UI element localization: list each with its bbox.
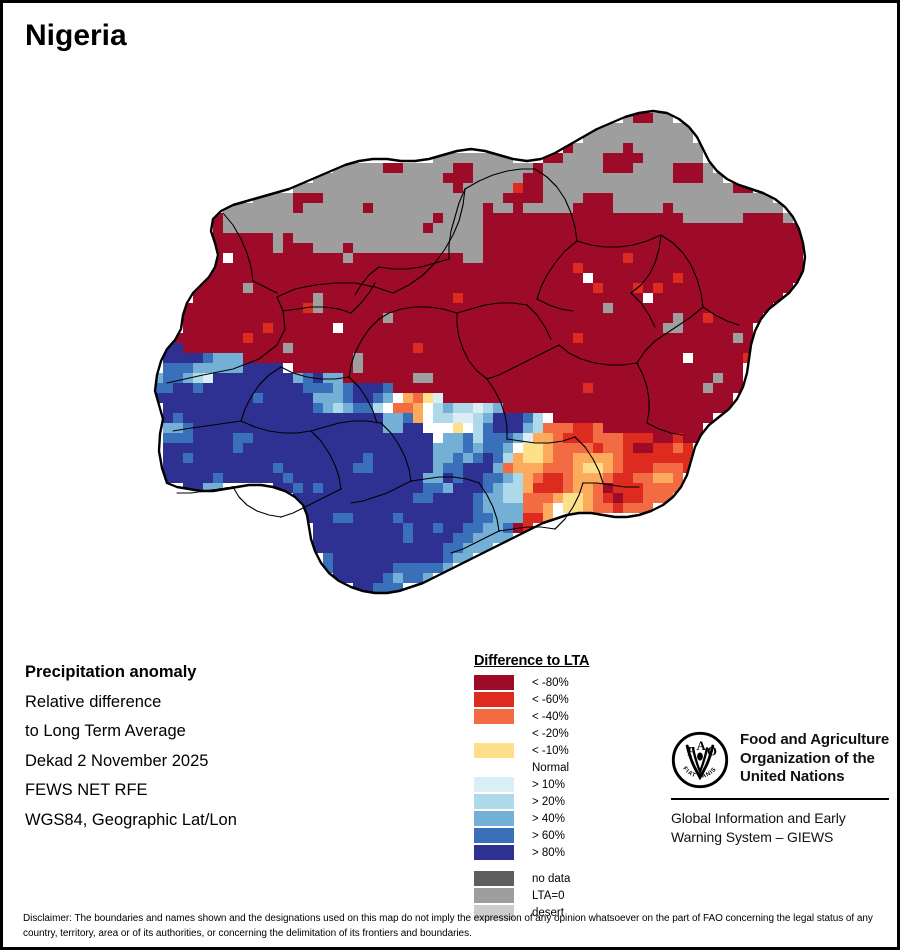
legend-row-gt20[interactable]: > 20%	[474, 793, 664, 810]
fao-logo-icon: F A O FIAT PANIS	[671, 731, 729, 789]
legend-swatch-desert	[474, 905, 514, 920]
legend-row-gt40[interactable]: > 40%	[474, 810, 664, 827]
legend-label-lt10neg: < -10%	[532, 744, 569, 757]
svg-text:O: O	[707, 744, 717, 758]
legend-label-gt40: > 40%	[532, 812, 565, 825]
fao-org-line-1: Food and Agriculture	[740, 731, 890, 748]
legend-swatch-gt20	[474, 794, 514, 809]
legend-swatch-lt40neg	[474, 709, 514, 724]
legend-swatch-gt40	[474, 811, 514, 826]
disclaimer-text: Disclaimer: The boundaries and names sho…	[23, 913, 873, 939]
legend-row-lt40neg[interactable]: < -40%	[474, 708, 664, 725]
info-line-precipitation-anomaly: Precipitation anomaly	[25, 663, 197, 681]
fao-organization-name: Food and Agriculture Organization of the…	[740, 731, 889, 787]
legend-title: Difference to LTA	[474, 653, 590, 669]
legend-row-gt10[interactable]: > 10%	[474, 776, 664, 793]
legend-label-lta0: LTA=0	[532, 889, 565, 902]
legend-row-gt80[interactable]: > 80%	[474, 844, 664, 861]
legend-special-list: no data LTA=0 desert	[474, 870, 664, 921]
legend-row-lta0[interactable]: LTA=0	[474, 887, 664, 904]
map-legend: Difference to LTA < -80% < -60% < -40% < -2…	[474, 653, 664, 921]
legend-swatch-gt10	[474, 777, 514, 792]
legend-label-lt60neg: < -60%	[532, 693, 569, 706]
info-line-data-source: FEWS NET RFE	[25, 781, 148, 799]
fao-org-line-3: United Nations	[740, 768, 845, 785]
legend-label-lt80neg: < -80%	[532, 676, 569, 689]
legend-swatch-lt20neg	[474, 726, 514, 741]
svg-text:A: A	[697, 739, 707, 753]
legend-label-gt60: > 60%	[532, 829, 565, 842]
legend-row-lt80neg[interactable]: < -80%	[474, 674, 664, 691]
info-line-dekad: Dekad 2 November 2025	[25, 751, 209, 770]
legend-row-normal[interactable]: Normal	[474, 759, 664, 776]
legend-swatch-lta0	[474, 888, 514, 903]
legend-spacer	[474, 861, 664, 870]
legend-swatch-nodata	[474, 871, 514, 886]
map-info-block: Precipitation anomaly Relative differenc…	[25, 658, 325, 835]
legend-label-gt80: > 80%	[532, 846, 565, 859]
legend-row-lt10neg[interactable]: < -10%	[474, 742, 664, 759]
info-line-projection: WGS84, Geographic Lat/Lon	[25, 810, 237, 829]
legend-label-normal: Normal	[532, 761, 570, 774]
legend-swatch-lt10neg	[474, 743, 514, 758]
map-figure	[63, 53, 863, 643]
legend-label-nodata: no data	[532, 872, 571, 885]
legend-label-lt40neg: < -40%	[532, 710, 569, 723]
page-title: Nigeria	[25, 19, 127, 52]
legend-label-gt10: > 10%	[532, 778, 565, 791]
precipitation-anomaly-raster	[63, 53, 863, 643]
info-line-relative-difference: Relative difference	[25, 692, 162, 711]
legend-swatch-normal	[474, 760, 514, 775]
legend-row-lt20neg[interactable]: < -20%	[474, 725, 664, 742]
svg-text:F: F	[687, 744, 695, 758]
legend-row-desert[interactable]: desert	[474, 904, 664, 921]
legend-swatch-lt80neg	[474, 675, 514, 690]
legend-row-lt60neg[interactable]: < -60%	[474, 691, 664, 708]
legend-swatch-lt60neg	[474, 692, 514, 707]
fao-branding-block: F A O FIAT PANIS Food and Agriculture Or…	[671, 731, 891, 847]
giews-programme-name: Global Information and Early Warning Sys…	[671, 809, 891, 847]
legend-row-nodata[interactable]: no data	[474, 870, 664, 887]
legend-row-gt60[interactable]: > 60%	[474, 827, 664, 844]
legend-label-lt20neg: < -20%	[532, 727, 569, 740]
fao-divider	[671, 798, 889, 800]
legend-entry-list: < -80% < -60% < -40% < -20% < -10% Normal > 10…	[474, 674, 664, 861]
giews-line-1: Global Information and Early	[671, 810, 846, 826]
fao-logo-row: F A O FIAT PANIS Food and Agriculture Or…	[671, 731, 891, 789]
legend-swatch-gt80	[474, 845, 514, 860]
fao-org-line-2: Organization of the	[740, 749, 875, 767]
legend-label-gt20: > 20%	[532, 795, 565, 808]
giews-line-2: Warning System – GIEWS	[671, 829, 834, 845]
legend-label-desert: desert	[532, 906, 564, 919]
info-line-long-term-average: to Long Term Average	[25, 722, 186, 740]
legend-swatch-gt60	[474, 828, 514, 843]
